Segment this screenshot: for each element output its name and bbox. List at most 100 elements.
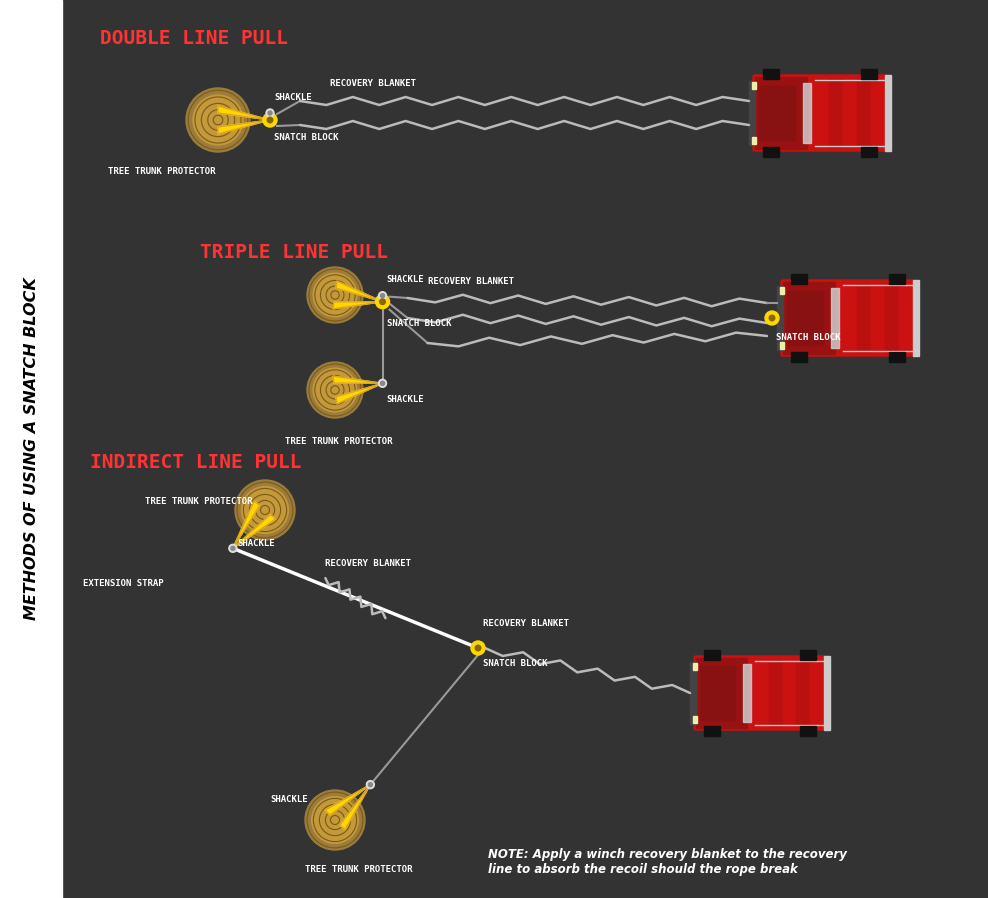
Bar xyxy=(755,77,807,149)
Circle shape xyxy=(378,379,386,387)
Text: TREE TRUNK PROTECTOR: TREE TRUNK PROTECTOR xyxy=(145,497,253,506)
Bar xyxy=(831,287,839,348)
Bar xyxy=(704,726,720,736)
Polygon shape xyxy=(333,302,382,309)
Text: SHACKLE: SHACKLE xyxy=(238,539,276,548)
Text: EXTENSION STRAP: EXTENSION STRAP xyxy=(83,578,163,587)
FancyBboxPatch shape xyxy=(753,75,887,151)
Text: SHACKLE: SHACKLE xyxy=(271,795,308,804)
Polygon shape xyxy=(218,106,270,120)
Bar xyxy=(810,660,823,726)
Text: SNATCH BLOCK: SNATCH BLOCK xyxy=(483,658,547,667)
Text: NOTE: Apply a winch recovery blanket to the recovery
line to absorb the recoil s: NOTE: Apply a winch recovery blanket to … xyxy=(488,848,847,876)
Text: RECOVERY BLANKET: RECOVERY BLANKET xyxy=(330,78,416,87)
Bar xyxy=(693,663,697,670)
Text: DOUBLE LINE PULL: DOUBLE LINE PULL xyxy=(100,29,288,48)
Circle shape xyxy=(186,88,250,152)
Circle shape xyxy=(267,118,273,123)
Polygon shape xyxy=(336,281,382,302)
Text: RECOVERY BLANKET: RECOVERY BLANKET xyxy=(483,619,569,628)
Bar xyxy=(704,650,720,660)
Text: METHODS OF USING A SNATCH BLOCK: METHODS OF USING A SNATCH BLOCK xyxy=(24,277,39,621)
Bar xyxy=(696,658,747,728)
Text: SHACKLE: SHACKLE xyxy=(274,93,311,102)
Text: SNATCH BLOCK: SNATCH BLOCK xyxy=(386,319,452,328)
Bar xyxy=(787,291,823,346)
Text: TREE TRUNK PROTECTOR: TREE TRUNK PROTECTOR xyxy=(108,168,215,177)
Text: INDIRECT LINE PULL: INDIRECT LINE PULL xyxy=(90,453,301,471)
Bar xyxy=(843,284,856,352)
Bar xyxy=(857,284,870,352)
Circle shape xyxy=(313,273,357,317)
Bar xyxy=(690,662,696,724)
Circle shape xyxy=(379,299,385,304)
Bar xyxy=(885,284,898,352)
Text: TRIPLE LINE PULL: TRIPLE LINE PULL xyxy=(200,243,388,262)
Bar xyxy=(889,352,905,362)
Text: SNATCH BLOCK: SNATCH BLOCK xyxy=(776,333,841,342)
Polygon shape xyxy=(340,785,370,830)
Bar xyxy=(889,274,905,284)
Circle shape xyxy=(369,783,372,787)
Circle shape xyxy=(770,315,775,321)
Circle shape xyxy=(231,546,235,550)
Text: SNATCH BLOCK: SNATCH BLOCK xyxy=(274,134,339,143)
Bar xyxy=(800,650,816,660)
Bar xyxy=(829,79,842,147)
Bar xyxy=(913,280,919,356)
FancyBboxPatch shape xyxy=(694,656,826,730)
Circle shape xyxy=(475,645,481,651)
Circle shape xyxy=(311,797,359,843)
Circle shape xyxy=(229,544,237,552)
Bar xyxy=(857,79,870,147)
Bar xyxy=(752,82,756,89)
Text: TREE TRUNK PROTECTOR: TREE TRUNK PROTECTOR xyxy=(285,437,392,446)
Bar xyxy=(752,137,756,144)
Bar xyxy=(861,69,877,79)
Bar xyxy=(803,83,811,144)
Bar xyxy=(815,79,828,147)
Bar xyxy=(769,660,782,726)
Bar xyxy=(796,660,809,726)
Text: RECOVERY BLANKET: RECOVERY BLANKET xyxy=(325,559,411,568)
Bar xyxy=(763,147,779,157)
Bar xyxy=(885,75,891,151)
Polygon shape xyxy=(336,383,382,404)
Circle shape xyxy=(471,641,485,655)
Bar xyxy=(871,284,884,352)
Bar xyxy=(763,69,779,79)
FancyBboxPatch shape xyxy=(781,280,915,356)
Bar xyxy=(743,664,751,722)
Text: SHACKLE: SHACKLE xyxy=(386,275,424,284)
Bar xyxy=(791,274,807,284)
Circle shape xyxy=(375,295,389,309)
Bar xyxy=(861,147,877,157)
Circle shape xyxy=(380,382,384,385)
Circle shape xyxy=(305,790,365,850)
Bar xyxy=(0,0,62,898)
Circle shape xyxy=(367,780,374,788)
Bar xyxy=(700,666,735,719)
Text: SHACKLE: SHACKLE xyxy=(386,395,424,404)
Circle shape xyxy=(268,111,272,115)
Bar xyxy=(843,79,856,147)
Bar xyxy=(693,716,697,723)
Circle shape xyxy=(193,95,243,145)
Circle shape xyxy=(307,362,363,418)
Polygon shape xyxy=(218,120,270,134)
Bar xyxy=(759,85,795,140)
Circle shape xyxy=(235,480,295,540)
Circle shape xyxy=(313,368,357,412)
Bar xyxy=(783,282,835,354)
Bar xyxy=(824,656,830,730)
Circle shape xyxy=(263,113,277,127)
Bar xyxy=(782,660,795,726)
Polygon shape xyxy=(333,376,382,383)
Polygon shape xyxy=(233,501,260,549)
Circle shape xyxy=(378,292,386,300)
Polygon shape xyxy=(325,785,370,815)
Bar xyxy=(899,284,912,352)
Bar xyxy=(777,286,783,350)
Bar xyxy=(871,79,884,147)
Polygon shape xyxy=(233,515,276,549)
